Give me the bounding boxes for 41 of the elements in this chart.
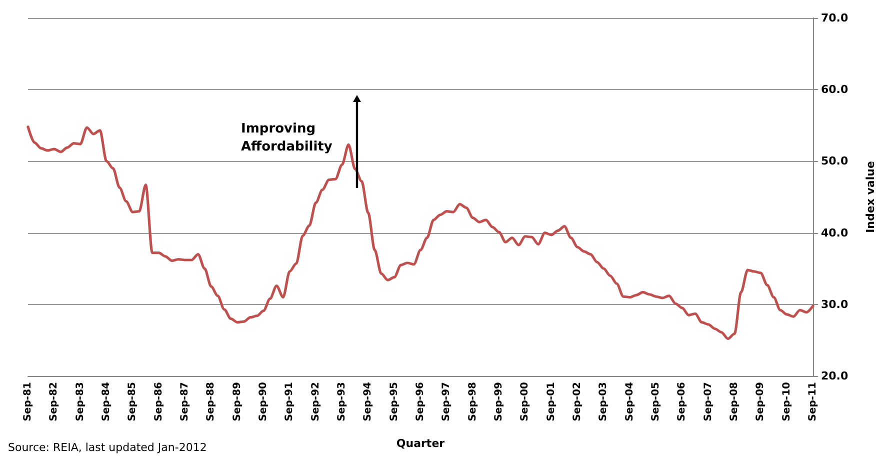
- x-tick-label: Sep-10: [781, 382, 792, 422]
- x-tick-label: Sep-02: [572, 382, 583, 422]
- x-tick-label: Sep-85: [127, 382, 138, 422]
- x-tick-label: Sep-00: [520, 382, 531, 422]
- source-note: Source: REIA, last updated Jan-2012: [8, 441, 207, 454]
- x-tick-label: Sep-92: [310, 382, 322, 422]
- x-axis-title: Quarter: [396, 437, 446, 450]
- x-tick-label: Sep-95: [388, 382, 400, 422]
- y2-tick-label: 50.0: [821, 154, 848, 168]
- x-tick-label: Sep-06: [676, 382, 688, 422]
- y2-tick-label: 20.0: [821, 370, 848, 382]
- x-tick-label: Sep-97: [441, 382, 452, 422]
- x-tick-label: Sep-88: [206, 382, 217, 422]
- x-tick-label: Sep-98: [467, 382, 478, 422]
- y2-tick-label: 30.0: [821, 298, 848, 311]
- x-tick-label: Sep-91: [284, 382, 296, 422]
- x-tick-label: Sep-82: [48, 382, 60, 422]
- y2-axis-title: Index value: [864, 161, 877, 233]
- x-tick-label: Sep-89: [232, 382, 243, 422]
- x-tick-label: Sep-09: [755, 382, 766, 422]
- x-tick-label: Sep-04: [624, 382, 636, 422]
- x-tick-label: Sep-84: [101, 382, 112, 422]
- x-tick-label: Sep-96: [415, 382, 426, 422]
- x-tick-label: Sep-08: [729, 382, 740, 422]
- y2-tick-label: 60.0: [821, 83, 848, 96]
- annotation: Improving Affordability: [241, 122, 333, 154]
- x-tick-label: Sep-81: [22, 382, 34, 422]
- x-tick-label: Sep-03: [598, 382, 610, 422]
- x-tick-label: Sep-87: [180, 382, 190, 422]
- x-tick-label: Sep-11: [808, 382, 818, 422]
- x-tick-label: Sep-94: [362, 382, 374, 422]
- x-tick-label: Sep-83: [74, 382, 86, 422]
- y2-tick-label: 70.0: [821, 12, 848, 24]
- y2-tick-label: 40.0: [821, 226, 848, 240]
- x-tick-label: Sep-90: [258, 382, 269, 422]
- x-tick-label: Sep-86: [153, 382, 164, 422]
- x-tick-label: Sep-99: [494, 382, 504, 422]
- x-tick-label: Sep-05: [650, 382, 662, 422]
- x-tick-label: Sep-07: [702, 382, 714, 422]
- x-tick-label: Sep-93: [336, 382, 348, 422]
- x-tick-label: Sep-01: [546, 382, 557, 422]
